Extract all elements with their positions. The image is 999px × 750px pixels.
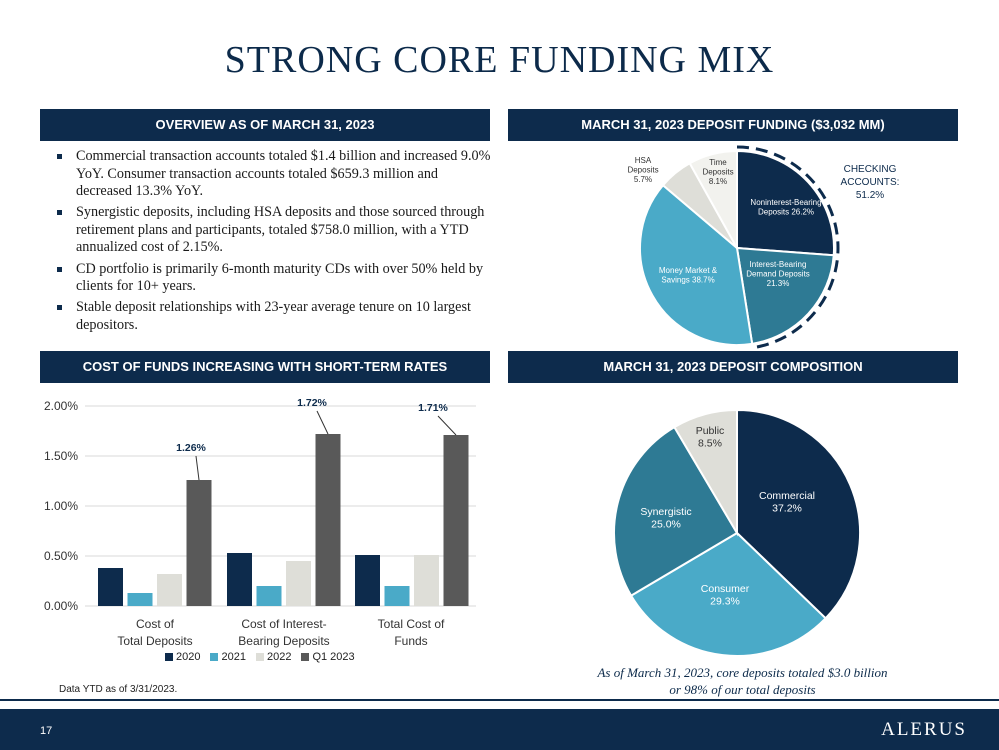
pie-slice-label: Consumer 29.3% bbox=[701, 583, 750, 608]
bar-2021 bbox=[127, 593, 153, 606]
pie-slice-label: Synergistic 25.0% bbox=[640, 506, 691, 531]
pie-slice bbox=[736, 408, 861, 620]
bar-2022 bbox=[414, 555, 439, 606]
x-category-label: Cost of bbox=[136, 617, 175, 631]
y-tick-label: 1.50% bbox=[44, 449, 78, 463]
x-category-label: Cost of Interest- bbox=[241, 617, 326, 631]
legend-item: 2021 bbox=[210, 651, 246, 663]
pie-slice bbox=[661, 161, 738, 249]
pie-slice-label: Money Market & Savings 38.7% bbox=[659, 266, 718, 285]
overview-bullet: Commercial transaction accounts totaled … bbox=[54, 148, 494, 201]
pie-slice-label: Interest-Bearing Demand Deposits 21.3% bbox=[746, 260, 810, 288]
checking-accounts-outline bbox=[736, 145, 840, 350]
pie-slice bbox=[639, 183, 754, 346]
overview-bullet: CD portfolio is primarily 6-month maturi… bbox=[54, 261, 494, 296]
bar-2021 bbox=[384, 586, 410, 606]
bar-2020 bbox=[98, 568, 123, 606]
legend-swatch bbox=[255, 653, 264, 661]
checking-accounts-label: CHECKING ACCOUNTS: 51.2% bbox=[826, 163, 914, 202]
x-category-label: Bearing Deposits bbox=[238, 634, 329, 648]
y-tick-label: 2.00% bbox=[44, 399, 78, 413]
pie-slice bbox=[673, 408, 738, 537]
data-label-leader bbox=[316, 410, 329, 435]
legend-item: 2022 bbox=[255, 651, 292, 663]
bar-q1-2023 bbox=[186, 480, 212, 606]
overview-bullet-list: Commercial transaction accounts totaled … bbox=[54, 148, 494, 338]
page-title: STRONG CORE FUNDING MIX bbox=[224, 39, 775, 81]
legend-label: 2020 bbox=[176, 651, 201, 663]
legend-label: Q1 2023 bbox=[312, 651, 355, 663]
legend-item: 2020 bbox=[165, 651, 200, 663]
pie-slice bbox=[629, 531, 828, 657]
pie-slice-label: Public 8.5% bbox=[696, 425, 725, 450]
pie-slice-label: Commercial 37.2% bbox=[759, 490, 815, 515]
pie-slice-label: Noninterest-Bearing Deposits 26.2% bbox=[750, 198, 821, 217]
legend-swatch bbox=[165, 653, 173, 661]
overview-bullet: Stable deposit relationships with 23-yea… bbox=[54, 299, 494, 334]
checking-label-line1: CHECKING bbox=[843, 164, 897, 175]
bar-q1-2023 bbox=[315, 434, 341, 606]
bar-q1-2023 bbox=[443, 435, 469, 606]
footer-rule bbox=[0, 699, 999, 701]
legend-item: Q1 2023 bbox=[301, 651, 355, 663]
funding-header: MARCH 31, 2023 DEPOSIT FUNDING ($3,032 M… bbox=[508, 109, 958, 141]
checking-label-line2: ACCOUNTS: bbox=[840, 177, 900, 188]
composition-caption: As of March 31, 2023, core deposits tota… bbox=[540, 664, 945, 698]
cost-header: COST OF FUNDS INCREASING WITH SHORT-TERM… bbox=[40, 351, 490, 383]
overview-header: OVERVIEW AS OF MARCH 31, 2023 bbox=[40, 109, 490, 141]
alerus-logo: ALERUS bbox=[881, 719, 967, 740]
pie-slice bbox=[735, 246, 835, 345]
bar-data-label: 1.26% bbox=[176, 442, 206, 454]
x-category-label: Total Deposits bbox=[117, 634, 192, 648]
overview-bullet: Synergistic deposits, including HSA depo… bbox=[54, 204, 494, 257]
page-number: 17 bbox=[40, 725, 53, 737]
legend-label: 2022 bbox=[266, 651, 292, 663]
caption-line1: As of March 31, 2023, core deposits tota… bbox=[597, 665, 888, 680]
pie-slice bbox=[613, 425, 739, 597]
y-tick-label: 0.00% bbox=[44, 599, 78, 613]
x-category-label: Funds bbox=[394, 634, 427, 648]
pie-slice-label: HSA Deposits 5.7% bbox=[627, 156, 658, 184]
composition-header: MARCH 31, 2023 DEPOSIT COMPOSITION bbox=[508, 351, 958, 383]
legend-swatch bbox=[210, 653, 219, 661]
y-tick-label: 1.00% bbox=[44, 499, 78, 513]
footer-bar: 17 ALERUS bbox=[0, 709, 999, 750]
bar-2022 bbox=[157, 574, 182, 606]
bar-2020 bbox=[355, 555, 380, 606]
checking-value: 51.2% bbox=[855, 190, 885, 201]
bar-2020 bbox=[227, 553, 252, 606]
legend-label: 2021 bbox=[221, 651, 246, 663]
caption-line2: or 98% of our total deposits bbox=[669, 682, 816, 697]
data-label-leader bbox=[195, 455, 200, 481]
y-tick-label: 0.50% bbox=[44, 549, 78, 563]
x-category-label: Total Cost of bbox=[378, 617, 445, 631]
bar-data-label: 1.72% bbox=[297, 397, 327, 409]
pie-slice bbox=[688, 149, 738, 252]
data-note: Data YTD as of 3/31/2023. bbox=[59, 684, 178, 695]
legend-swatch bbox=[301, 653, 310, 661]
data-label-leader bbox=[437, 415, 457, 436]
bar-2022 bbox=[286, 561, 311, 606]
pie-slice-label: Time Deposits 8.1% bbox=[702, 158, 733, 186]
pie-slice bbox=[736, 149, 835, 257]
bar-2021 bbox=[256, 586, 282, 606]
bar-data-label: 1.71% bbox=[418, 402, 448, 414]
bar-chart-legend: 2020 2021 2022 Q1 2023 bbox=[165, 651, 365, 663]
